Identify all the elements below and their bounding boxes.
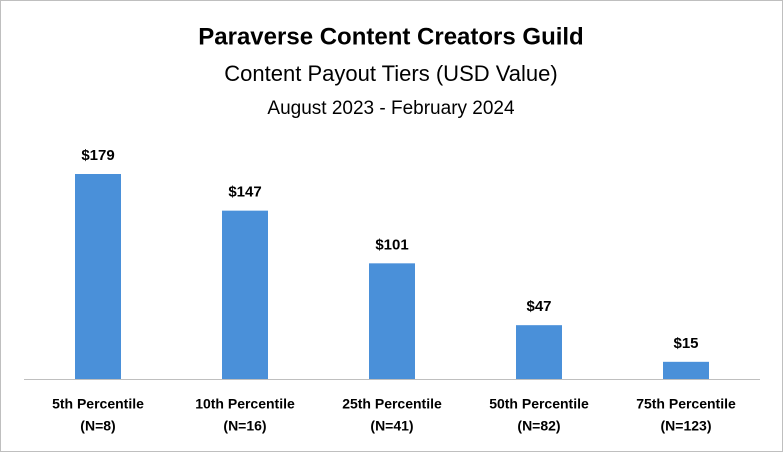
- bar: [663, 361, 709, 379]
- value-label: $15: [673, 335, 698, 352]
- x-tick-label: (N=41): [370, 418, 413, 434]
- x-tick-label: 10th Percentile: [195, 396, 295, 412]
- x-tick-label: (N=8): [80, 418, 115, 434]
- x-tick-label: 75th Percentile: [636, 396, 736, 412]
- value-label: $47: [526, 298, 551, 315]
- x-tick-label: (N=123): [661, 418, 712, 434]
- x-tick-label: 5th Percentile: [52, 396, 144, 412]
- bar: [516, 325, 562, 379]
- bar: [369, 263, 415, 379]
- chart-title: Paraverse Content Creators Guild: [198, 23, 583, 50]
- x-tick-label: (N=16): [223, 418, 266, 434]
- value-label: $101: [375, 236, 408, 253]
- chart-subtitle: Content Payout Tiers (USD Value): [224, 61, 557, 86]
- value-label: $147: [228, 184, 261, 201]
- bar: [222, 210, 268, 379]
- x-tick-label: 25th Percentile: [342, 396, 442, 412]
- x-tick-label: (N=82): [517, 418, 560, 434]
- date-range: August 2023 - February 2024: [267, 98, 515, 119]
- value-label: $179: [81, 147, 114, 164]
- x-tick-label: 50th Percentile: [489, 396, 589, 412]
- bar: [75, 174, 121, 379]
